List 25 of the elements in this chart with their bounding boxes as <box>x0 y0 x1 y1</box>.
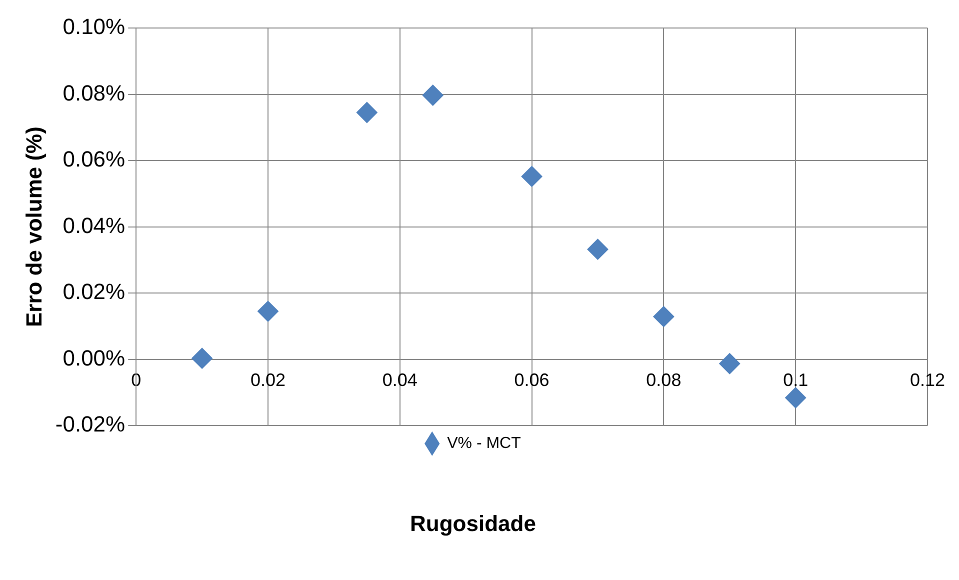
x-tick-label: 0.12 <box>910 370 946 390</box>
x-tick-label: 0.1 <box>783 370 808 390</box>
point <box>356 102 378 123</box>
point <box>258 300 279 322</box>
y-tick-label: 0.02% <box>62 279 126 304</box>
x-tick-label: 0.06 <box>514 370 550 390</box>
legend-label: V% - MCT <box>447 435 522 452</box>
point <box>785 387 806 408</box>
x-tick-label: 0.02 <box>250 370 286 390</box>
x-axis-title: Rugosidade <box>410 510 536 536</box>
x-tick-label: 0.08 <box>646 370 682 390</box>
point <box>587 238 608 260</box>
y-tick-label: 0.00% <box>62 345 126 370</box>
point <box>521 166 542 187</box>
x-tick-label: 0.04 <box>382 370 418 390</box>
point <box>422 84 444 106</box>
y-axis-title: Erro de volume (%) <box>21 126 46 328</box>
y-tick-label: 0.08% <box>62 80 126 106</box>
y-tick-label: -0.02% <box>55 412 126 437</box>
point <box>719 353 740 374</box>
point <box>192 348 213 369</box>
y-tick-label: 0.06% <box>62 146 126 172</box>
y-tick-label: 0.10% <box>62 14 126 40</box>
point <box>653 306 674 328</box>
y-tick-label: 0.04% <box>62 212 126 238</box>
